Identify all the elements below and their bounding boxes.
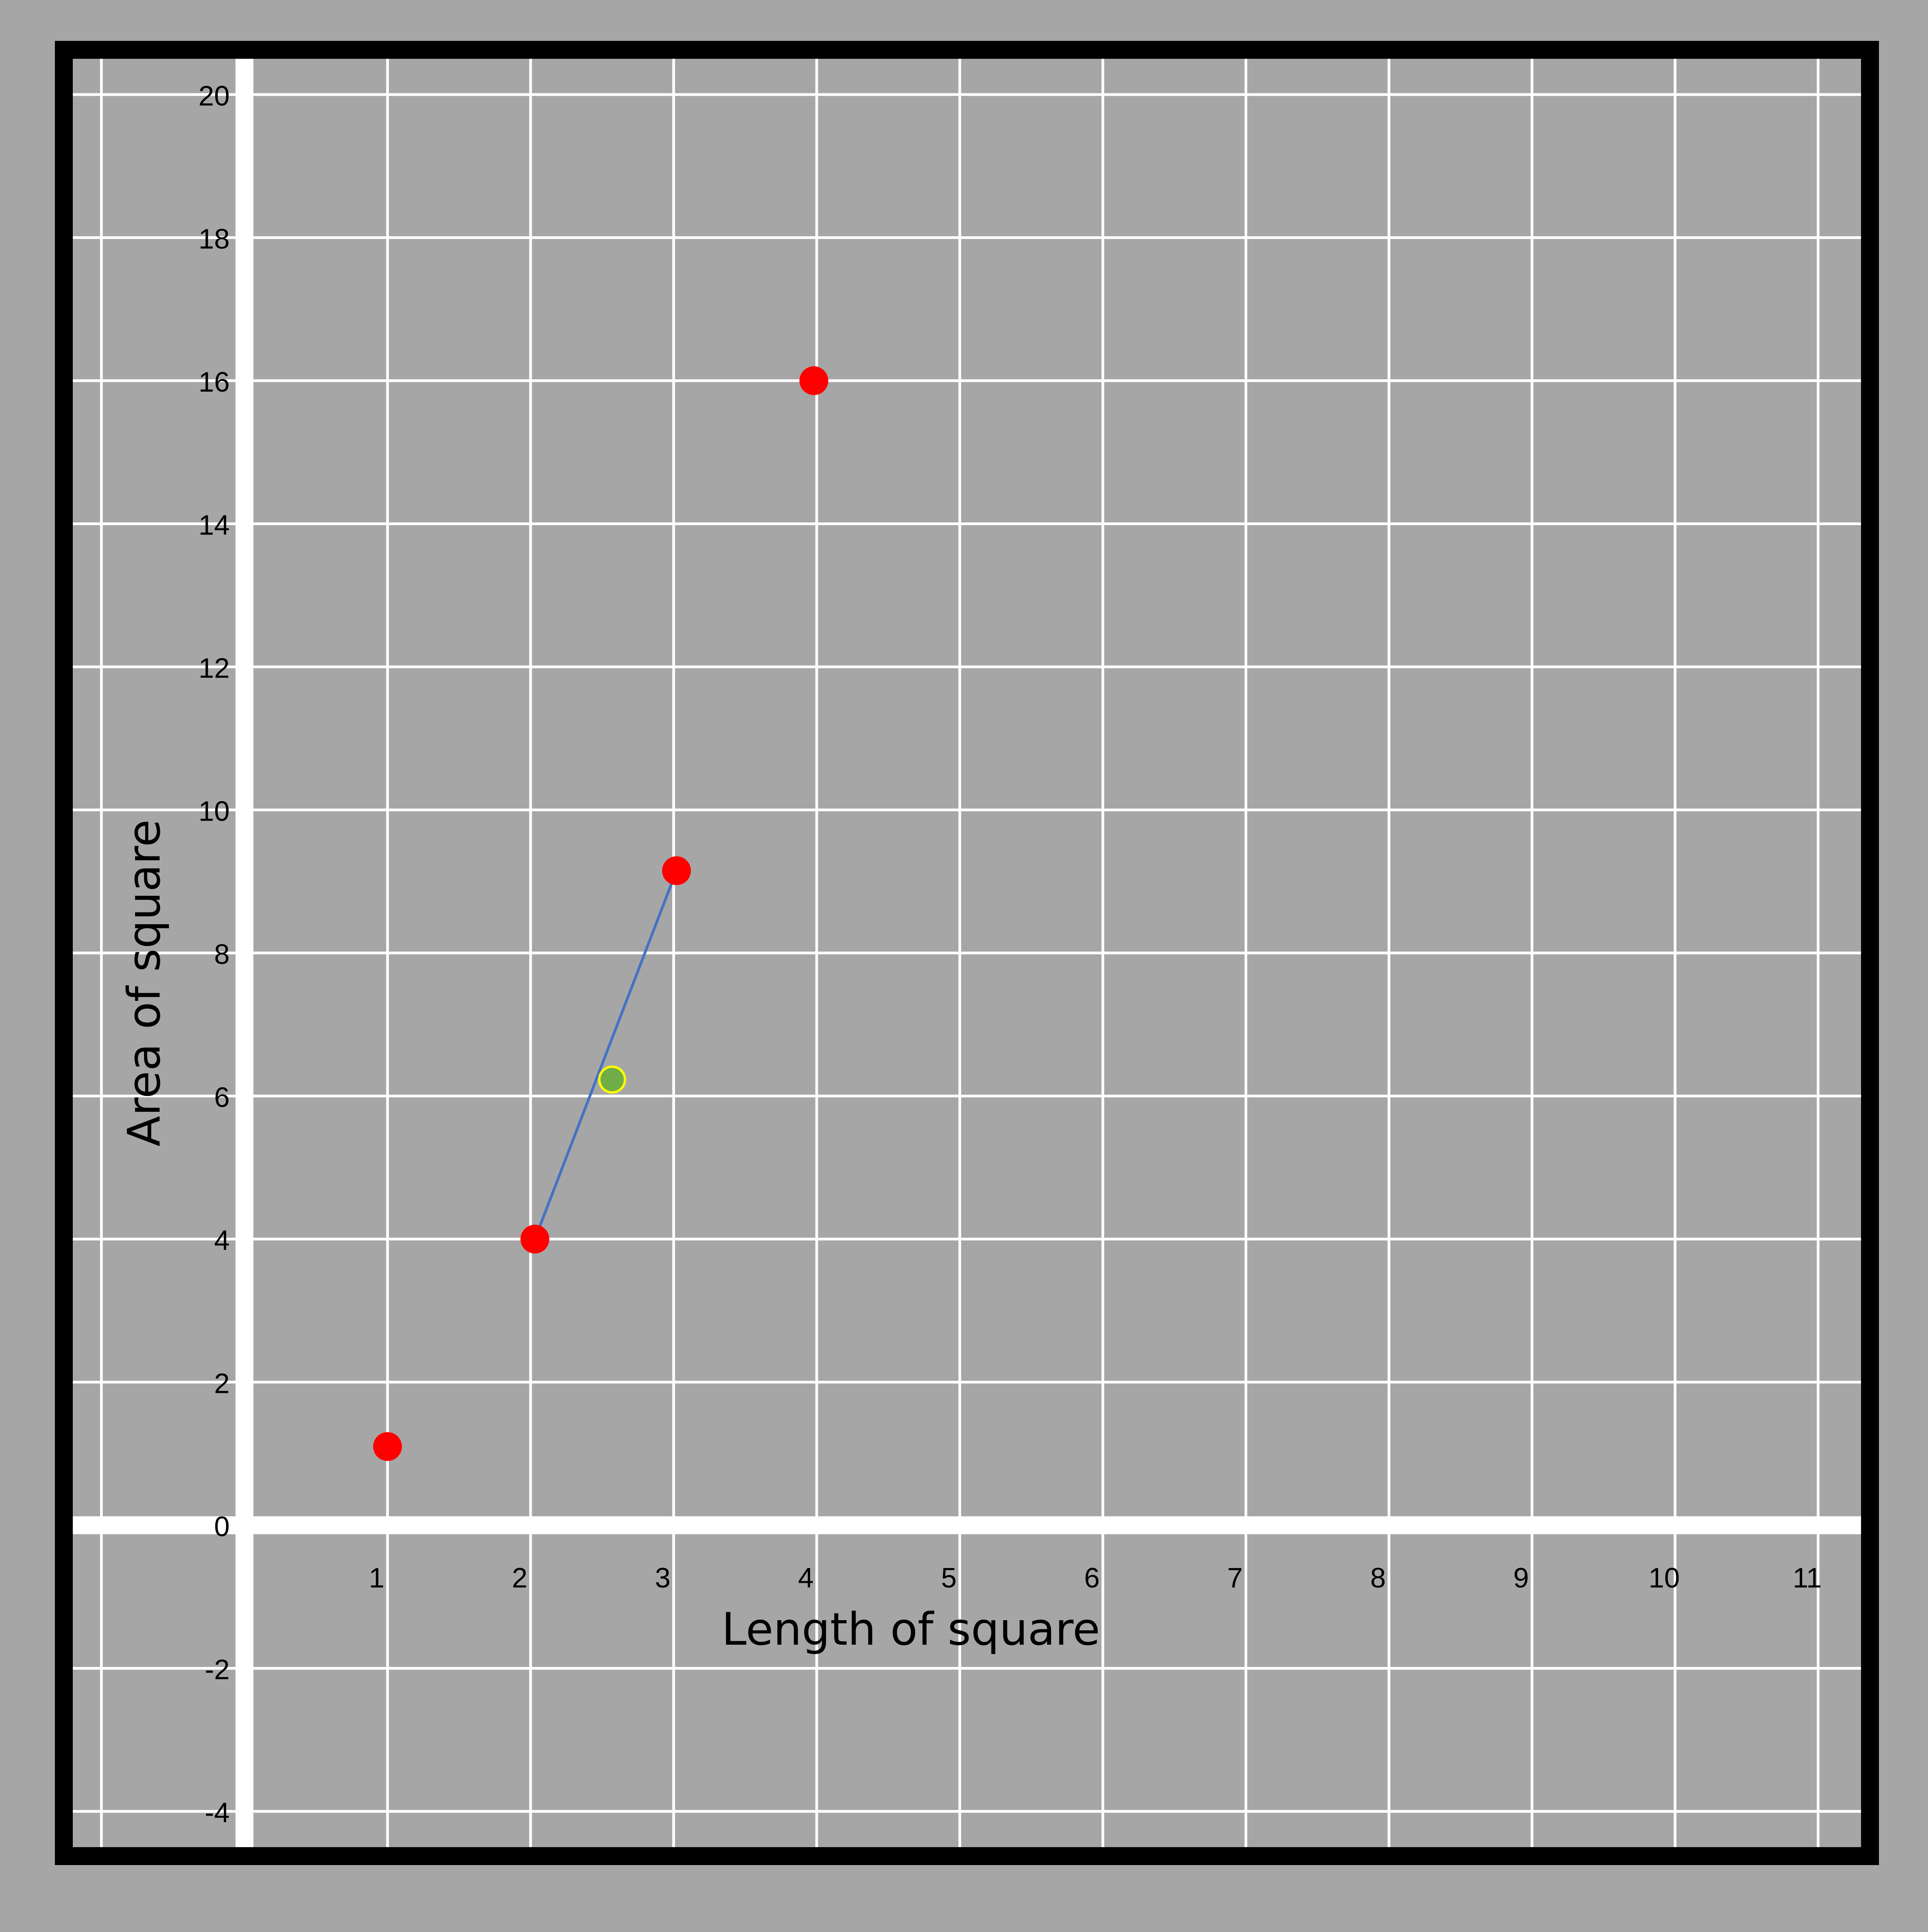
x-tick-label: 4: [798, 1563, 814, 1594]
plot-frame: [55, 41, 1879, 1865]
data-marks: [373, 366, 828, 1461]
y-tick-label: -2: [205, 1654, 230, 1686]
x-axis-label: Length of square: [722, 1603, 1100, 1656]
highlight-point: [598, 1065, 626, 1094]
data-point: [662, 856, 691, 885]
x-tick-label: 9: [1513, 1563, 1529, 1594]
axes: [73, 59, 1861, 1847]
x-tick-label: 6: [1084, 1563, 1100, 1594]
x-tick-label: 2: [512, 1563, 527, 1594]
x-tick-label: 11: [1793, 1563, 1822, 1594]
x-tick-label: 3: [655, 1563, 671, 1594]
x-tick-label: 8: [1370, 1563, 1386, 1594]
y-tick-label: 16: [199, 367, 230, 398]
y-tick-label: 14: [199, 510, 230, 541]
y-tick-label: -4: [205, 1797, 230, 1828]
x-tick-label: 10: [1649, 1563, 1680, 1594]
y-tick-label: 10: [199, 796, 230, 827]
data-point: [520, 1225, 550, 1254]
y-tick-label: 8: [214, 939, 230, 970]
x-tick-label: 1: [369, 1563, 385, 1594]
y-tick-label: 18: [199, 223, 230, 255]
y-tick-label: 12: [199, 653, 230, 684]
x-tick-label: 5: [941, 1563, 957, 1594]
y-tick-label: 6: [214, 1082, 230, 1113]
y-tick-label: 0: [214, 1511, 230, 1542]
y-tick-label: 2: [214, 1368, 230, 1399]
y-tick-label: 20: [199, 81, 230, 112]
y-axis-label: Area of square: [118, 819, 170, 1146]
y-tick-label: 4: [214, 1225, 230, 1256]
data-point: [373, 1432, 402, 1461]
grid: [73, 59, 1861, 1847]
data-point: [799, 366, 828, 395]
x-tick-label: 7: [1227, 1563, 1243, 1594]
connector-line: [533, 870, 678, 1240]
